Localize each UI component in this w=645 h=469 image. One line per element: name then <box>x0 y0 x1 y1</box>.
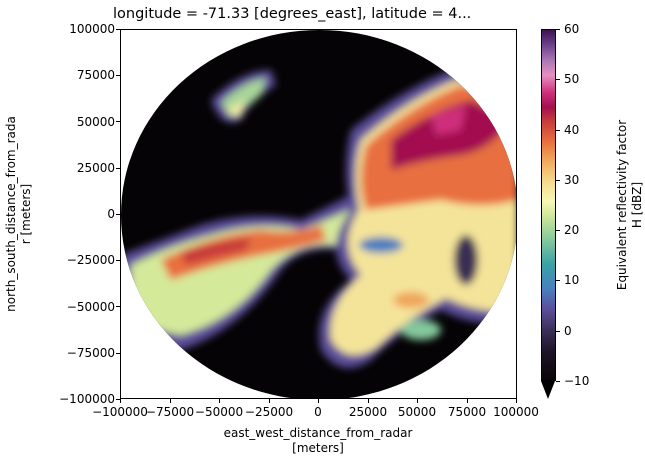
xtick-label: 50000 <box>397 405 437 419</box>
cbar-tick-label: 10 <box>564 273 580 287</box>
ytick-mark <box>116 214 120 215</box>
xtick-label: 100000 <box>493 405 539 419</box>
xtick-label: −75000 <box>145 405 195 419</box>
cbar-tick-label: 30 <box>564 173 580 187</box>
cbar-tick-label: 40 <box>564 123 580 137</box>
cbar-tick-label: −10 <box>564 374 590 388</box>
cbar-tick-mark <box>556 79 560 80</box>
cbar-tick-mark <box>556 381 560 382</box>
cbar-tick-mark <box>556 280 560 281</box>
xtick-mark <box>120 399 121 403</box>
cbar-tick-label: 20 <box>564 223 580 237</box>
ytick-label: −100000 <box>59 392 115 406</box>
ytick-mark <box>116 168 120 169</box>
xtick-label: −100000 <box>92 405 148 419</box>
xtick-mark <box>467 399 468 403</box>
y-axis-label: north_south_distance_from_rada r [meters… <box>4 116 34 312</box>
xtick-mark <box>318 399 319 403</box>
cbar-tick-label: 50 <box>564 72 580 86</box>
ytick-label: −25000 <box>66 253 115 267</box>
cbar-tick-mark <box>556 180 560 181</box>
cbar-tick-mark <box>556 230 560 231</box>
y-axis-label-line2: r [meters] <box>19 183 33 245</box>
radar-image <box>121 30 516 398</box>
xtick-label: 0 <box>314 405 322 419</box>
chart-title: longitude = -71.33 [degrees_east], latit… <box>113 6 472 22</box>
xtick-mark <box>219 399 220 403</box>
colorbar-label: Equivalent reflectivity factor H [dBZ] <box>615 120 645 290</box>
y-axis-label-line1: north_south_distance_from_rada <box>4 116 18 312</box>
x-axis-label: east_west_distance_from_radar [meters] <box>224 426 413 456</box>
ytick-label: 100000 <box>69 22 115 36</box>
ytick-mark <box>116 75 120 76</box>
ytick-label: 50000 <box>76 115 115 129</box>
ytick-label: 25000 <box>76 161 115 175</box>
colorbar-label-line1: Equivalent reflectivity factor <box>615 119 629 291</box>
xtick-mark <box>417 399 418 403</box>
xtick-label: −50000 <box>194 405 244 419</box>
cbar-tick-label: 60 <box>564 22 580 36</box>
colorbar-label-line2: H [dBZ] <box>630 181 644 229</box>
xtick-mark <box>170 399 171 403</box>
ytick-label: 75000 <box>76 68 115 82</box>
ytick-mark <box>116 121 120 122</box>
xtick-label: 25000 <box>348 405 388 419</box>
ytick-label: 0 <box>107 207 115 221</box>
ytick-mark <box>116 353 120 354</box>
xtick-mark <box>269 399 270 403</box>
ytick-label: −75000 <box>66 346 115 360</box>
colorbar-extend-min-triangle <box>541 381 555 399</box>
cbar-tick-mark <box>556 29 560 30</box>
xtick-mark <box>368 399 369 403</box>
ytick-mark <box>116 399 120 400</box>
cbar-tick-label: 0 <box>564 324 572 338</box>
ytick-mark <box>116 29 120 30</box>
cbar-tick-mark <box>556 130 560 131</box>
xtick-mark <box>516 399 517 403</box>
ytick-label: −50000 <box>66 300 115 314</box>
x-axis-label-line2: [meters] <box>292 441 344 455</box>
cbar-tick-mark <box>556 331 560 332</box>
ytick-mark <box>116 306 120 307</box>
xtick-label: 75000 <box>447 405 487 419</box>
xtick-label: −25000 <box>244 405 294 419</box>
colorbar <box>541 29 556 381</box>
plot-area <box>120 29 517 399</box>
ytick-mark <box>116 260 120 261</box>
x-axis-label-line1: east_west_distance_from_radar <box>223 426 413 440</box>
